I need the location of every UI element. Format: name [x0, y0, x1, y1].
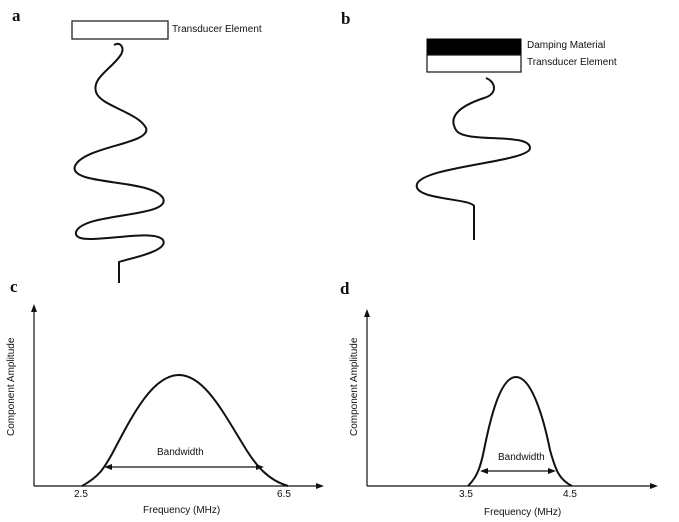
- damped-waveform-b: [415, 77, 532, 240]
- bandwidth-label-d: Bandwidth: [498, 452, 545, 463]
- panel-letter-d: d: [340, 279, 350, 298]
- transducer-label-a: Transducer Element: [172, 24, 262, 35]
- damping-material: [426, 38, 522, 56]
- x-axis-arrow-c: [316, 483, 324, 489]
- ringing-waveform-a: [73, 42, 165, 283]
- x-axis-label-c: Frequency (MHz): [143, 505, 221, 516]
- spectrum-curve-d: [467, 375, 573, 487]
- panel-letter-c: c: [10, 277, 18, 296]
- y-axis-label-c: Component Amplitude: [6, 337, 17, 436]
- x-axis-label-d: Frequency (MHz): [484, 507, 562, 518]
- bandwidth-arrowhead-left-d: [480, 468, 488, 474]
- y-axis-arrow-d: [364, 309, 370, 317]
- bandwidth-arrowhead-right-c: [256, 464, 264, 470]
- transducer-label-b: Transducer Element: [527, 57, 617, 68]
- transducer-element-a: [71, 20, 169, 40]
- x-tick-high-d: 4.5: [563, 489, 577, 500]
- transducer-element-b: [426, 54, 522, 73]
- x-tick-low-c: 2.5: [74, 489, 88, 500]
- x-axis-arrow-d: [650, 483, 658, 489]
- x-tick-high-c: 6.5: [277, 489, 291, 500]
- panel-letter-a: a: [12, 6, 21, 25]
- panel-letter-b: b: [341, 9, 351, 28]
- y-axis-arrow-c: [31, 304, 37, 312]
- damping-label-b: Damping Material: [527, 40, 606, 51]
- spectrum-curve-c: [81, 373, 289, 487]
- x-tick-low-d: 3.5: [459, 489, 473, 500]
- bandwidth-arrowhead-left-c: [104, 464, 112, 470]
- bandwidth-label-c: Bandwidth: [157, 447, 204, 458]
- y-axis-label-d: Component Amplitude: [349, 337, 360, 436]
- bandwidth-arrowhead-right-d: [548, 468, 556, 474]
